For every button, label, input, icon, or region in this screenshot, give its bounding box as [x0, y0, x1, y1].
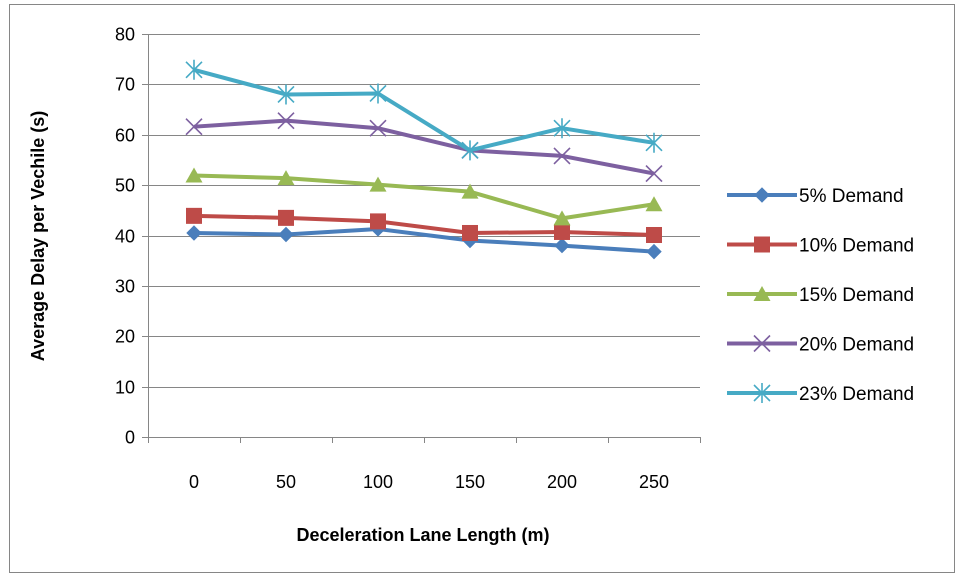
y-axis-title: Average Delay per Vechile (s)	[28, 111, 48, 361]
legend-label: 20% Demand	[799, 335, 914, 356]
y-tick-label: 70	[115, 75, 135, 95]
y-tick-label: 0	[125, 428, 135, 448]
y-tick-label: 40	[115, 227, 135, 247]
data-point	[185, 118, 203, 136]
data-point	[369, 83, 387, 104]
data-point	[186, 225, 202, 241]
series-line	[193, 118, 655, 176]
data-point	[278, 226, 294, 243]
legend-item: 15% Demand	[727, 285, 914, 306]
x-tick-label: 200	[547, 472, 577, 492]
x-tick-label: 250	[639, 472, 669, 492]
axes: 0 10 20 30 40 50 60 70 80 0 50 100 150 200 250	[115, 25, 701, 492]
chart-area-border	[9, 4, 955, 573]
legend-item: 5% Demand	[727, 186, 904, 207]
data-point	[553, 147, 571, 165]
data-point	[461, 140, 479, 161]
data-point	[186, 207, 202, 224]
legend-item: 23% Demand	[727, 383, 914, 405]
x-tick-label: 150	[455, 472, 485, 492]
legend: 5% Demand 10% Demand 15% Demand 20% Demand 2…	[727, 186, 914, 405]
data-point	[185, 59, 203, 80]
legend-item: 10% Demand	[727, 236, 914, 257]
data-point	[645, 164, 663, 183]
data-point	[277, 84, 295, 105]
y-tick-label: 10	[115, 378, 135, 398]
data-point	[369, 119, 387, 137]
legend-marker	[754, 187, 770, 203]
x-axis-title: Deceleration Lane Length (m)	[296, 525, 549, 545]
legend-label: 15% Demand	[799, 285, 914, 306]
data-point	[553, 118, 571, 139]
data-point	[554, 223, 570, 240]
legend-label: 5% Demand	[799, 186, 904, 207]
y-tick-label: 50	[115, 176, 135, 196]
series-layer	[185, 59, 663, 260]
series-23-demand	[185, 59, 663, 161]
data-point	[462, 224, 478, 241]
series-line	[193, 173, 655, 221]
x-tick-label: 100	[363, 472, 393, 492]
data-point	[553, 210, 571, 226]
legend-marker	[754, 236, 770, 253]
data-point	[369, 176, 387, 192]
data-point	[370, 213, 386, 230]
series-15-demand	[185, 167, 663, 226]
x-tick-label: 0	[189, 472, 199, 492]
data-point	[645, 132, 663, 153]
y-tick-label: 20	[115, 327, 135, 347]
legend-marker	[753, 383, 771, 403]
legend-marker	[753, 334, 771, 353]
data-point	[645, 196, 663, 212]
x-tick-label: 50	[276, 472, 296, 492]
data-point	[646, 243, 662, 260]
y-tick-label: 80	[115, 25, 135, 45]
data-point	[277, 112, 295, 130]
data-point	[554, 237, 570, 254]
data-point	[185, 167, 203, 183]
series-10-demand	[186, 207, 662, 243]
series-line	[193, 67, 655, 153]
y-tick-label: 30	[115, 277, 135, 297]
data-point	[277, 170, 295, 186]
legend-marker	[753, 286, 771, 301]
data-point	[646, 226, 662, 243]
legend-label: 23% Demand	[799, 384, 914, 405]
data-point	[461, 183, 479, 199]
legend-label: 10% Demand	[799, 236, 914, 257]
series-line	[193, 226, 655, 254]
legend-item: 20% Demand	[727, 335, 914, 356]
data-point	[278, 209, 294, 226]
series-line	[193, 213, 655, 237]
y-tick-label: 60	[115, 126, 135, 146]
